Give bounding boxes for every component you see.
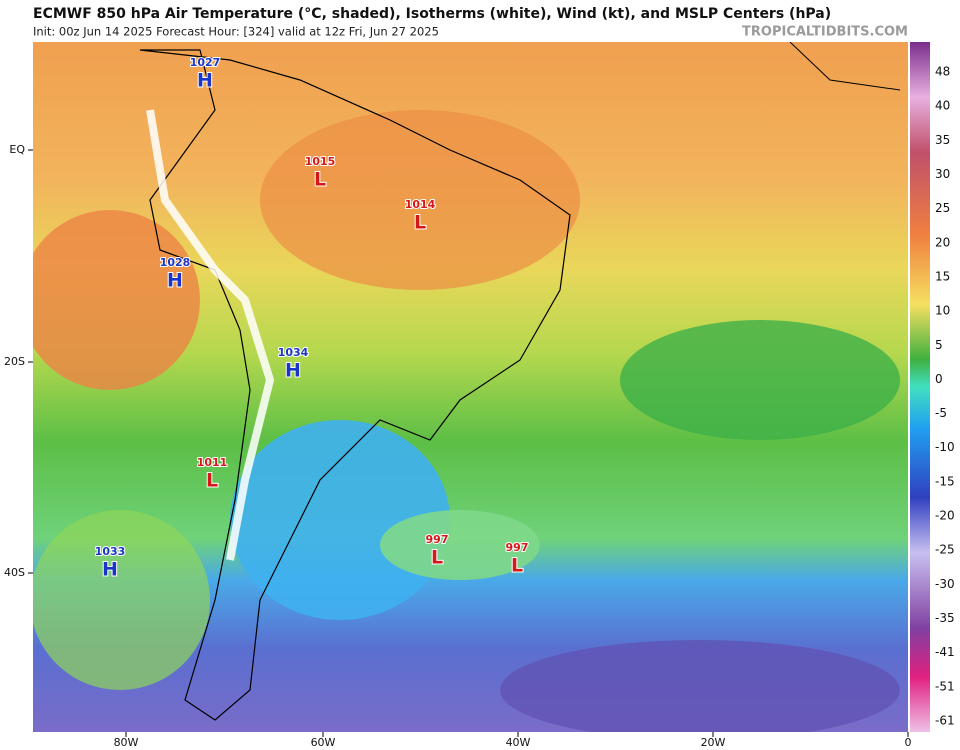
mild-area (33, 510, 210, 690)
cool-area (620, 320, 900, 440)
colorbar-label: -51 (935, 679, 955, 693)
cold-area (500, 640, 900, 732)
pressure-center: L (511, 555, 523, 577)
cold-area (230, 420, 450, 620)
pressure-center: H (167, 270, 183, 292)
pressure-value: 997 (426, 533, 449, 546)
pressure-value: 1014 (405, 198, 436, 211)
colorbar-label: 5 (935, 338, 943, 352)
colorbar-label: -35 (935, 611, 955, 625)
pressure-center: L (431, 547, 443, 569)
pressure-value: 1011 (197, 456, 228, 469)
colorbar-label: -5 (935, 406, 947, 420)
colorbar-label: -20 (935, 509, 955, 523)
coastline (139, 49, 571, 721)
colorbar-label: -15 (935, 474, 955, 488)
map (33, 42, 908, 732)
lon-label: 0 (905, 736, 912, 749)
coastline (789, 42, 901, 91)
colorbar (910, 42, 930, 732)
pressure-center: L (314, 169, 326, 191)
pressure-center: L (414, 212, 426, 234)
pressure-center: H (285, 360, 301, 382)
lon-label: 80W (114, 736, 139, 749)
pressure-value: 1033 (95, 545, 126, 558)
colorbar-label: -25 (935, 543, 955, 557)
pressure-value: 1027 (190, 56, 221, 69)
pressure-center: L (206, 470, 218, 492)
warm-area (260, 110, 580, 290)
andes-mask (146, 109, 275, 561)
colorbar-label: 48 (935, 65, 950, 79)
pressure-center: H (197, 70, 213, 92)
watermark: TROPICALTIDBITS.COM (742, 25, 908, 40)
pressure-value: 1028 (160, 256, 191, 269)
pressure-value: 1015 (305, 155, 336, 168)
colorbar-label: -41 (935, 645, 955, 659)
pressure-value: 997 (506, 541, 529, 554)
colorbar-label: -61 (935, 714, 955, 728)
subtitle: Init: 00z Jun 14 2025 Forecast Hour: [32… (33, 25, 439, 39)
lat-label: EQ (9, 143, 25, 156)
colorbar-label: -30 (935, 577, 955, 591)
warm-area (33, 210, 200, 390)
colorbar-label: -10 (935, 440, 955, 454)
colorbar-label: 35 (935, 133, 950, 147)
colorbar-label: 30 (935, 167, 950, 181)
lat-label: 20S (4, 355, 25, 368)
colorbar-label: 10 (935, 304, 950, 318)
colorbar-label: 25 (935, 201, 950, 215)
title: ECMWF 850 hPa Air Temperature (°C, shade… (33, 6, 831, 22)
mild-area (380, 510, 540, 580)
lon-label: 40W (506, 736, 531, 749)
colorbar-label: 15 (935, 269, 950, 283)
colorbar-label: 0 (935, 372, 943, 386)
lon-label: 60W (311, 736, 336, 749)
pressure-center: H (102, 559, 118, 581)
colorbar-label: 20 (935, 235, 950, 249)
colorbar-label: 40 (935, 99, 950, 113)
pressure-value: 1034 (278, 346, 309, 359)
lat-label: 40S (4, 566, 25, 579)
lon-label: 20W (701, 736, 726, 749)
